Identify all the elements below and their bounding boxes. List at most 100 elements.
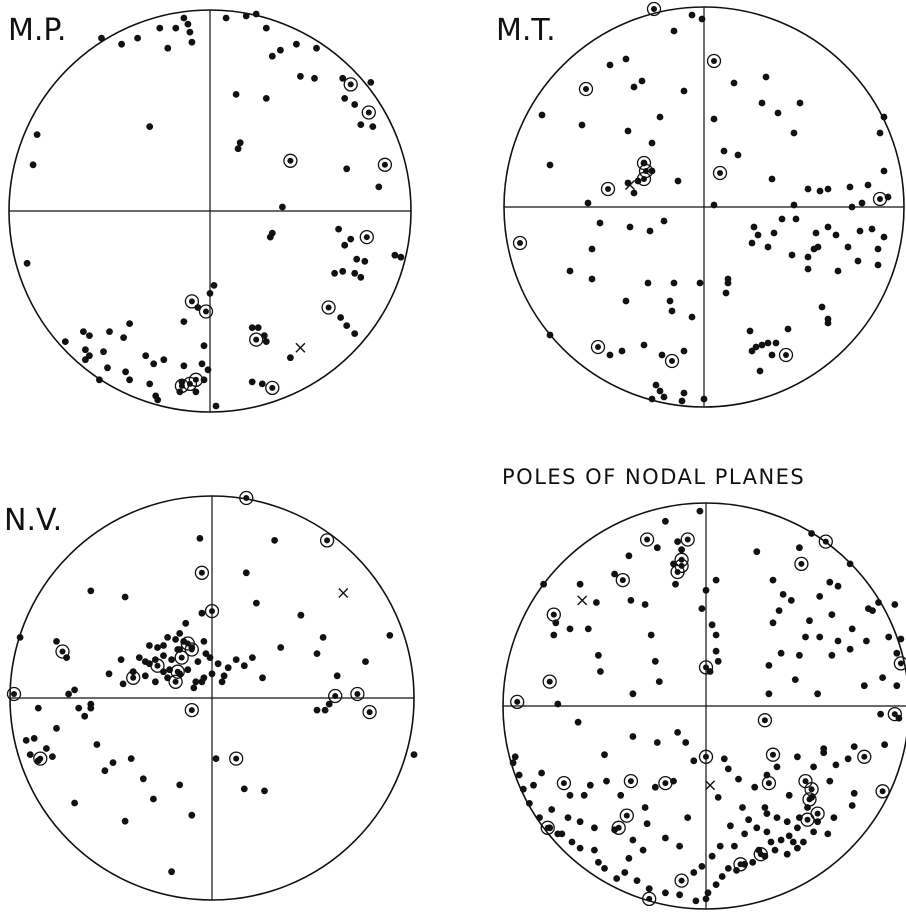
ring-marker <box>887 706 902 722</box>
data-point <box>357 121 365 128</box>
ring-marker <box>184 294 200 309</box>
data-point <box>588 245 596 253</box>
ringed-data-point <box>712 165 728 181</box>
data-point <box>818 303 826 311</box>
ringed-data-point <box>556 775 572 791</box>
data-point <box>627 597 635 604</box>
ringed-data-point <box>350 686 365 702</box>
ring-marker <box>636 171 652 187</box>
data-point <box>834 582 842 590</box>
ring-marker <box>184 642 199 657</box>
ring-marker <box>778 347 794 363</box>
data-point <box>135 654 143 661</box>
ring-marker <box>674 873 689 888</box>
ring-marker <box>319 533 335 548</box>
data-point <box>724 275 732 283</box>
data-point <box>82 346 89 354</box>
data-point <box>81 712 89 720</box>
ring-center-dot <box>192 376 199 383</box>
data-point <box>156 24 164 32</box>
ringed-data-point <box>733 857 748 872</box>
data-point <box>772 339 780 347</box>
data-point <box>150 360 158 368</box>
data-point <box>761 804 769 811</box>
ringed-data-point <box>170 664 185 679</box>
ring-marker <box>239 490 254 506</box>
data-point <box>362 658 369 665</box>
data-point <box>754 231 762 239</box>
ringed-data-point <box>198 304 214 319</box>
data-point <box>101 767 109 775</box>
data-point <box>271 537 278 544</box>
data-point <box>119 680 127 688</box>
data-point <box>206 654 214 661</box>
data-point <box>343 322 351 329</box>
ring-marker <box>283 153 298 168</box>
data-point <box>335 225 342 233</box>
ring-center-dot <box>674 569 681 575</box>
ring-marker <box>512 235 528 251</box>
data-point <box>337 314 344 321</box>
data-point <box>586 781 594 789</box>
ring-center-dot <box>325 304 332 311</box>
data-point <box>367 79 375 86</box>
data-point <box>546 161 554 169</box>
data-point <box>796 544 803 552</box>
data-point <box>846 183 854 191</box>
data-point <box>63 654 70 661</box>
data-point <box>646 227 654 235</box>
data-point <box>198 609 206 617</box>
ringed-data-point <box>636 171 652 187</box>
data-point <box>658 351 666 359</box>
data-point <box>566 625 574 633</box>
data-point <box>515 771 523 779</box>
data-point <box>220 672 228 680</box>
data-point <box>550 631 558 639</box>
ring-center-dot <box>678 556 685 563</box>
ring-marker <box>818 534 833 549</box>
data-point <box>87 587 95 595</box>
data-point <box>828 611 836 618</box>
net-title-mt: M.T. <box>496 13 556 48</box>
data-point <box>49 753 56 760</box>
ringed-data-point <box>126 670 141 685</box>
data-point <box>865 605 872 612</box>
data-point <box>810 828 817 836</box>
ring-center-dot <box>203 308 209 315</box>
cross-stroke <box>295 342 306 353</box>
data-point <box>626 223 634 231</box>
data-point <box>576 844 584 852</box>
ring-marker <box>857 749 872 764</box>
data-point <box>680 87 688 95</box>
data-point <box>266 233 274 241</box>
ringed-data-point <box>872 191 888 207</box>
data-point <box>509 759 517 767</box>
data-point <box>214 660 222 668</box>
data-point <box>204 366 212 374</box>
ring-center-dot <box>154 662 161 669</box>
ringed-data-point <box>362 704 377 720</box>
data-point <box>248 324 256 331</box>
ring-marker <box>646 1 662 17</box>
data-point <box>622 55 630 63</box>
data-point <box>800 838 807 846</box>
data-point <box>712 576 720 584</box>
ringed-data-point <box>674 552 689 567</box>
data-point <box>748 239 756 247</box>
data-point <box>576 818 584 826</box>
data-point <box>339 267 347 275</box>
ringed-data-point <box>658 775 673 791</box>
data-point <box>824 315 832 323</box>
data-point <box>568 838 576 846</box>
data-point <box>710 115 718 123</box>
data-point <box>680 389 688 397</box>
data-point <box>688 313 696 321</box>
data-point <box>682 739 690 746</box>
data-point <box>576 580 584 588</box>
cross-stroke <box>338 588 349 598</box>
ring-center-dot <box>711 58 717 64</box>
data-point <box>142 352 150 360</box>
data-point <box>34 704 42 712</box>
ringed-data-point <box>359 229 374 245</box>
ringed-data-point <box>168 674 183 689</box>
